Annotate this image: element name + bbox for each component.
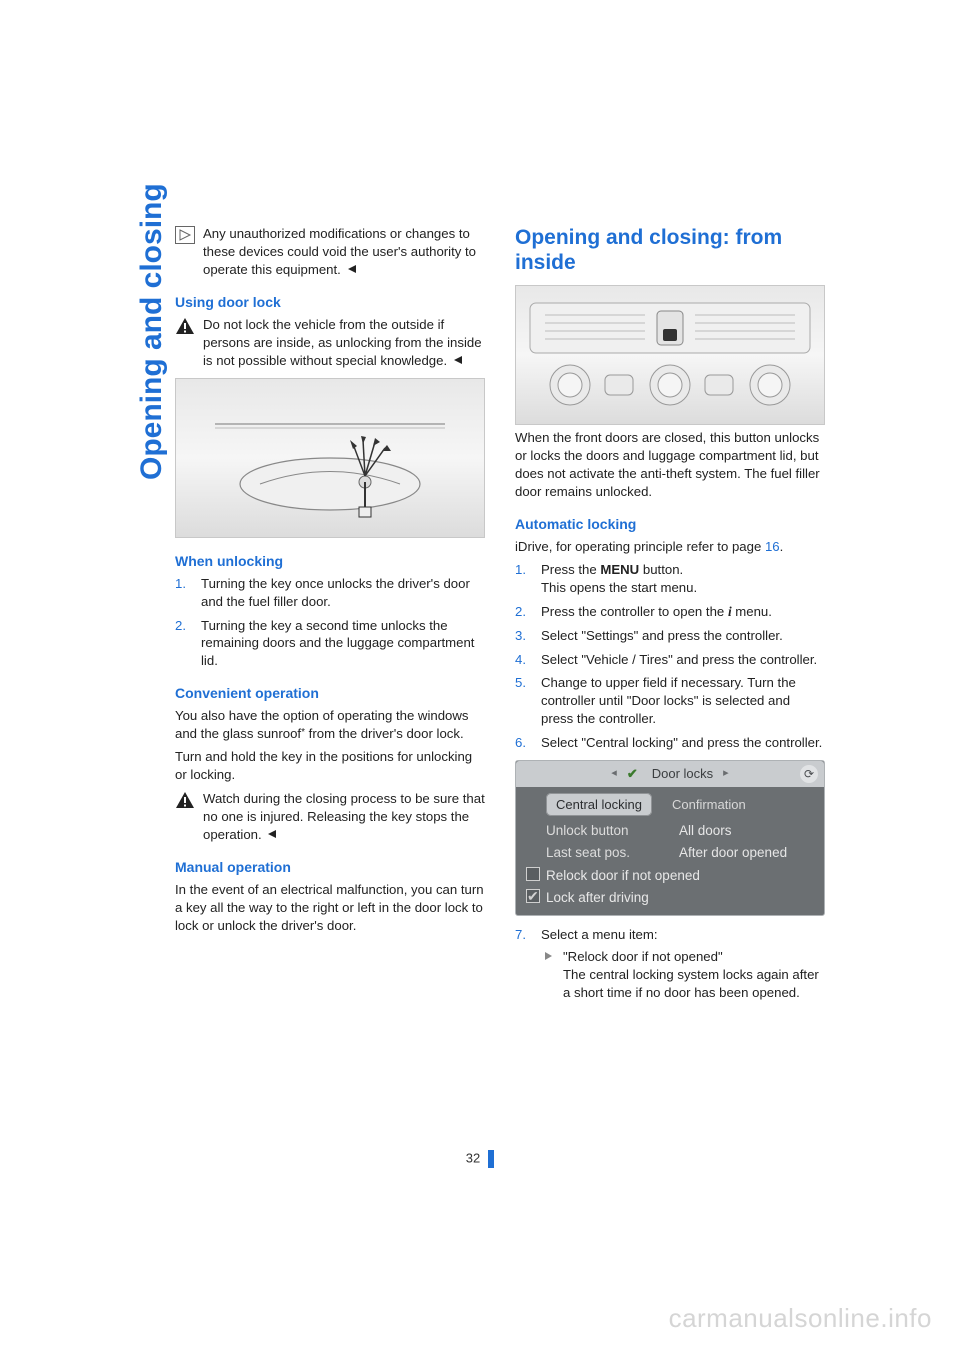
auto-step-4-text: Select "Vehicle / Tires" and press the c… [541,652,817,667]
unlock-step-1: 1.Turning the key once unlocks the drive… [175,575,485,611]
auto-step-1-pre: Press the [541,562,600,577]
auto-step-6: 6.Select "Central locking" and press the… [515,734,825,752]
idrive-tab-central-locking[interactable]: Central locking [546,793,652,817]
heading-automatic-locking: Automatic locking [515,515,825,534]
idrive-breadcrumb: ◂ ✔ Door locks ▸ [516,761,824,787]
asterisk-icon: * [301,727,305,738]
heading-using-door-lock: Using door lock [175,293,485,312]
checkbox-icon [526,867,540,881]
idrive-unlock-label: Unlock button [546,822,679,840]
note-icon [175,226,195,244]
auto-step-7-sub-title: "Relock door if not opened" [563,949,723,964]
auto-step-2-post: menu. [732,604,772,619]
auto-step-5: 5.Change to upper field if necessary. Tu… [515,674,825,727]
watermark: carmanualsonline.info [669,1303,932,1334]
right-column: Opening and closing: from inside [515,225,825,1007]
convenient-p1: You also have the option of operating th… [175,707,485,743]
door-handle-illustration [215,404,445,524]
end-arrow-icon [267,826,277,844]
heading-when-unlocking: When unlocking [175,552,485,571]
nav-right-icon: ▸ [723,766,729,781]
auto-step-3-text: Select "Settings" and press the controll… [541,628,783,643]
idrive-seat-value: After door opened [679,844,812,862]
idrive-seat-label: Last seat pos. [546,844,679,862]
door-lock-warning: Do not lock the vehicle from the outside… [175,316,485,370]
heading-from-inside: Opening and closing: from inside [515,225,825,275]
idrive-unlock-value: All doors [679,822,812,840]
page-number-text: 32 [466,1150,480,1165]
heading-manual-operation: Manual operation [175,858,485,877]
idrive-check-relock[interactable]: Relock door if not opened [516,865,824,887]
idrive-lock-driving-label: Lock after driving [546,889,649,907]
auto-step-5-text: Change to upper field if necessary. Turn… [541,675,796,726]
auto-step-7: 7. Select a menu item: "Relock door if n… [515,926,825,1001]
idrive-relock-label: Relock door if not opened [546,867,700,885]
idrive-tabs: Central locking Confirmation [516,787,824,821]
idrive-tab-confirmation[interactable]: Confirmation [662,793,756,817]
convenient-warning: Watch during the closing process to be s… [175,790,485,844]
auto-step-1-line2: This opens the start menu. [541,580,697,595]
unlock-step-2-text: Turning the key a second time unlocks th… [201,618,474,669]
warning-icon [175,317,195,335]
auto-step-6-text: Select "Central locking" and press the c… [541,735,822,750]
convenient-p1b: from the driver's door lock. [305,726,464,741]
check-icon: ✔ [627,765,638,783]
auto-step-7-sub-body: The central locking system locks again a… [563,967,819,1000]
auto-step-2: 2. Press the controller to open the i me… [515,603,825,621]
page-bar-icon [488,1150,494,1168]
idrive-ref: iDrive, for operating principle refer to… [515,538,825,556]
auto-step-1-post: button. [639,562,683,577]
auto-lock-steps: 1. Press the MENU button. This opens the… [515,561,825,751]
warning-icon [175,791,195,809]
fcc-note: Any unauthorized modifications or change… [175,225,485,279]
unlock-step-2: 2.Turning the key a second time unlocks … [175,617,485,670]
auto-step-7-label: Select a menu item: [541,927,658,942]
fcc-note-text: Any unauthorized modifications or change… [203,226,476,277]
auto-step-3: 3.Select "Settings" and press the contro… [515,627,825,645]
from-inside-intro: When the front doors are closed, this bu… [515,429,825,500]
end-arrow-icon [453,352,463,370]
left-column: Any unauthorized modifications or change… [175,225,485,1007]
checkbox-icon [526,889,540,903]
convenient-p2: Turn and hold the key in the positions f… [175,748,485,784]
door-lock-warning-text: Do not lock the vehicle from the outside… [203,317,482,368]
page-number: 32 [0,1150,960,1168]
end-arrow-icon [347,261,357,279]
idrive-ref-a: iDrive, for operating principle refer to… [515,539,765,554]
convenient-warning-text: Watch during the closing process to be s… [203,791,485,842]
figure-door-handle [175,378,485,538]
auto-step-4: 4.Select "Vehicle / Tires" and press the… [515,651,825,669]
dashboard-illustration [525,295,815,415]
idrive-check-lock-driving[interactable]: Lock after driving [516,887,824,909]
nav-left-icon: ◂ [611,766,617,781]
figure-dashboard [515,285,825,425]
section-side-label: Opening and closing [135,183,169,480]
idrive-corner-icon: ⟳ [800,765,818,783]
idrive-top-label: Door locks [652,765,713,783]
manual-p: In the event of an electrical malfunctio… [175,881,485,934]
idrive-screen: ⟳ ◂ ✔ Door locks ▸ Central locking Confi… [515,760,825,916]
idrive-row-seat[interactable]: Last seat pos. After door opened [516,842,824,864]
unlock-step-1-text: Turning the key once unlocks the driver'… [201,576,470,609]
auto-step-1-bold: MENU [600,562,639,577]
idrive-row-unlock[interactable]: Unlock button All doors [516,820,824,842]
heading-convenient-operation: Convenient operation [175,684,485,703]
auto-step-2-pre: Press the controller to open the [541,604,728,619]
auto-step-1: 1. Press the MENU button. This opens the… [515,561,825,597]
page-link-16[interactable]: 16 [765,539,780,554]
auto-lock-step-7: 7. Select a menu item: "Relock door if n… [515,926,825,1001]
idrive-ref-b: . [780,539,784,554]
auto-step-7-sub: "Relock door if not opened" The central … [541,948,825,1001]
unlock-steps-list: 1.Turning the key once unlocks the drive… [175,575,485,670]
